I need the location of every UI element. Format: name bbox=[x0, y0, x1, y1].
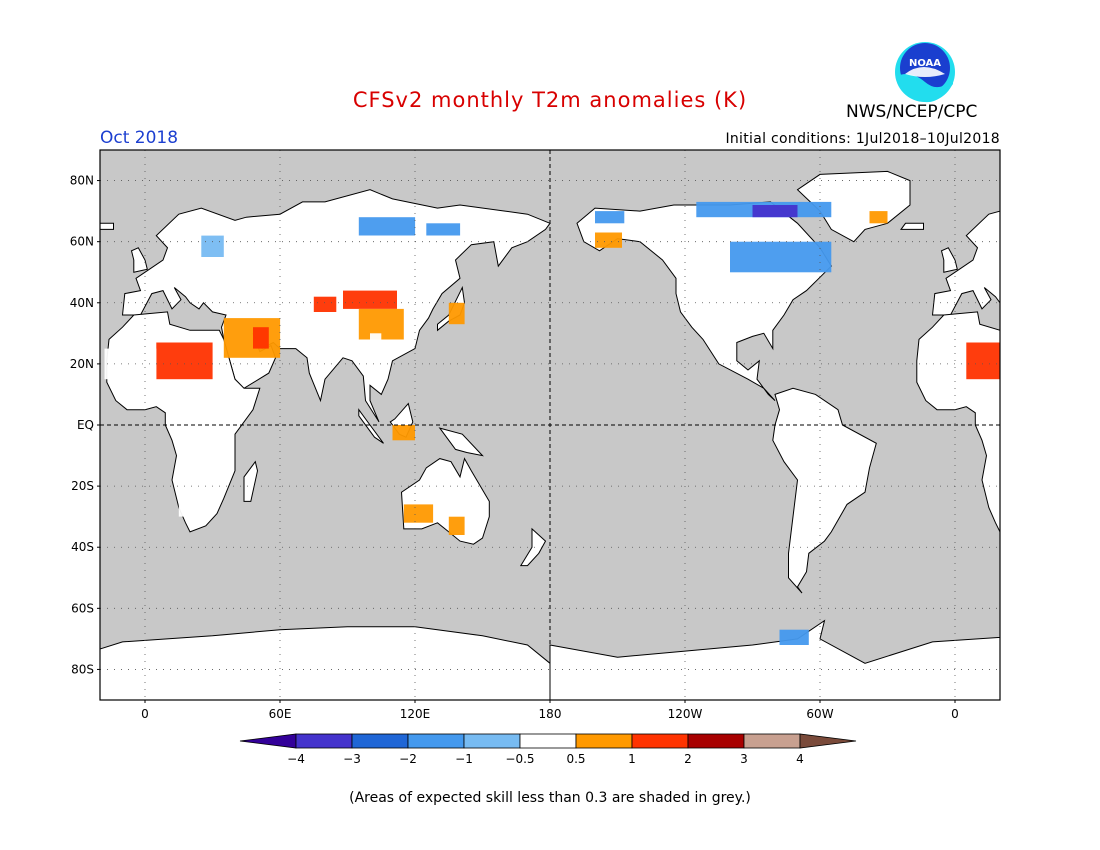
anomaly-patch bbox=[797, 516, 816, 548]
anomaly-patch bbox=[178, 425, 213, 456]
lat-tick-label: 60N bbox=[70, 235, 94, 249]
colorbar-segment bbox=[687, 733, 745, 749]
colorbar-tick-label: 1 bbox=[628, 752, 636, 766]
anomaly-patch bbox=[448, 302, 465, 325]
anomaly-patch bbox=[358, 217, 416, 236]
colorbar-tick-label: −2 bbox=[399, 752, 417, 766]
colorbar-tick-label: −4 bbox=[287, 752, 305, 766]
map-frame bbox=[99, 149, 1001, 701]
land-new-guinea bbox=[438, 427, 484, 457]
colorbar-left-arrow bbox=[239, 733, 297, 749]
logo-text: NOAA bbox=[909, 58, 941, 69]
anomaly-patch bbox=[595, 211, 625, 224]
anomaly-patch bbox=[156, 342, 213, 380]
land-iceland bbox=[100, 222, 114, 230]
organization-label: NWS/NCEP/CPC bbox=[846, 102, 978, 122]
colorbar-tick-label: 0.5 bbox=[566, 752, 585, 766]
lat-tick-label: 40N bbox=[70, 296, 94, 310]
colorbar-tick-label: −0.5 bbox=[505, 752, 534, 766]
colorbar-tick-label: 3 bbox=[740, 752, 748, 766]
noaa-logo: NOAA bbox=[895, 42, 955, 103]
anomaly-patch bbox=[313, 296, 337, 312]
colorbar-tick-label: −3 bbox=[343, 752, 361, 766]
lat-tick-label: 80N bbox=[70, 174, 94, 188]
axis-labels: 80N 60N 40N 20N EQ 20S 40S 60S 80S 0 60E 120E 180 120… bbox=[70, 174, 959, 721]
land-antarctica bbox=[549, 619, 1000, 700]
anomaly-patch bbox=[223, 318, 281, 358]
land-australia bbox=[400, 457, 490, 545]
colorbar-segment bbox=[407, 733, 465, 749]
colorbar-tick-label: 2 bbox=[684, 752, 692, 766]
lat-tick-label: 60S bbox=[71, 601, 94, 615]
colorbar-segment bbox=[295, 733, 353, 749]
anomaly-patch bbox=[595, 232, 622, 248]
anomaly-patch bbox=[869, 211, 888, 224]
land-madagascar bbox=[243, 460, 259, 502]
anomaly-patch bbox=[201, 235, 224, 257]
initial-conditions: Initial conditions: 1Jul2018–10Jul2018 bbox=[725, 131, 1000, 147]
colorbar-segment bbox=[463, 733, 521, 749]
footnote: (Areas of expected skill less than 0.3 a… bbox=[349, 790, 751, 806]
colorbar-tick-label: −1 bbox=[455, 752, 473, 766]
land-iceland bbox=[900, 222, 924, 230]
lon-tick-label: 120W bbox=[668, 707, 703, 721]
anomaly-patch bbox=[797, 425, 832, 441]
land-eurasia bbox=[931, 210, 1000, 316]
anomaly-patch bbox=[343, 290, 397, 309]
lon-tick-label: 60E bbox=[269, 707, 292, 721]
land-uk bbox=[130, 247, 148, 273]
colorbar-right-arrow bbox=[799, 733, 857, 749]
anomaly-patch bbox=[730, 241, 832, 273]
anomaly-patch bbox=[426, 223, 461, 236]
anomaly-patch bbox=[370, 333, 382, 364]
lon-tick-label: 0 bbox=[141, 707, 149, 721]
anomaly-patch bbox=[403, 504, 434, 523]
anomaly-patch bbox=[752, 205, 798, 218]
lon-tick-label: 120E bbox=[400, 707, 431, 721]
colorbar-segment bbox=[743, 733, 801, 749]
anomaly-patch bbox=[448, 516, 465, 535]
anomaly-patch bbox=[392, 425, 415, 441]
anomaly-patch bbox=[178, 492, 213, 517]
lat-tick-label: 80S bbox=[71, 662, 94, 676]
forecast-month: Oct 2018 bbox=[100, 128, 179, 148]
anomaly-patch bbox=[966, 342, 1000, 380]
land-uk bbox=[940, 247, 958, 273]
land-new-zealand bbox=[519, 527, 547, 567]
land-sumatra bbox=[358, 408, 384, 444]
grid-layer bbox=[100, 150, 1000, 700]
anomaly-patch bbox=[253, 327, 269, 349]
lat-tick-label: 20S bbox=[71, 479, 94, 493]
colorbar-segment bbox=[575, 733, 633, 749]
anomaly-patch bbox=[779, 629, 809, 645]
lat-tick-label: 40S bbox=[71, 540, 94, 554]
colorbar-segment bbox=[631, 733, 689, 749]
anomaly-patch bbox=[104, 348, 157, 380]
colorbar-segment bbox=[351, 733, 409, 749]
lon-tick-label: 180 bbox=[539, 707, 562, 721]
anomaly-layer bbox=[104, 201, 1000, 645]
lat-tick-label: EQ bbox=[77, 418, 94, 432]
figure-title: CFSv2 monthly T2m anomalies (K) bbox=[352, 88, 748, 112]
lon-tick-label: 60W bbox=[806, 707, 833, 721]
lon-tick-label: 0 bbox=[951, 707, 959, 721]
colorbar-segment bbox=[519, 733, 577, 749]
colorbar-tick-label: 4 bbox=[796, 752, 804, 766]
lat-tick-label: 20N bbox=[70, 357, 94, 371]
